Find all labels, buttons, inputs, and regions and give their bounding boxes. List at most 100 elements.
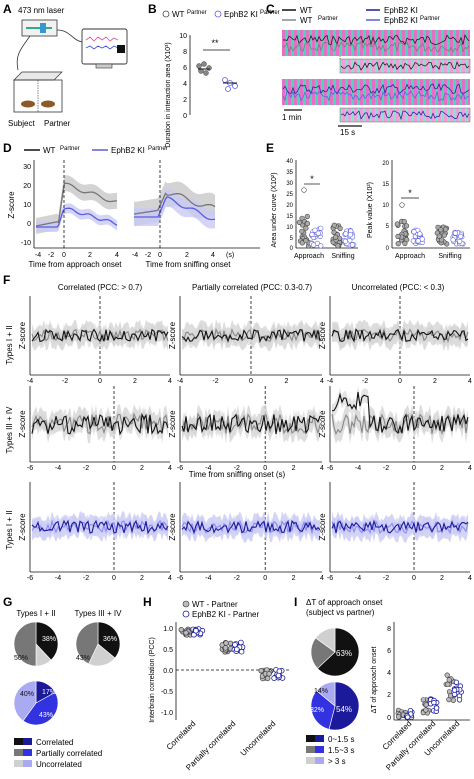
c-legend-ki-p: EphB2 KI xyxy=(384,16,418,25)
e-ytick: 40 xyxy=(286,159,293,165)
f-trace-subject xyxy=(331,519,469,534)
pie-slice xyxy=(13,680,37,722)
d-ytick: 20 xyxy=(23,183,31,190)
i-ytick: 4 xyxy=(387,670,391,677)
panel-label-c: C xyxy=(266,2,275,16)
pie-slice xyxy=(310,637,336,669)
d-xticks-b: -4 -2 0 2 4 xyxy=(132,252,215,259)
c-ki-zoom-band xyxy=(339,107,471,123)
f-xtick: 0 xyxy=(412,465,416,472)
data-point xyxy=(232,83,238,89)
data-point xyxy=(296,219,303,225)
e-significance-1: * xyxy=(310,174,314,184)
f-xticks: -6 -4 -2 0 2 4 xyxy=(27,575,172,582)
e-ytick: 5 xyxy=(386,224,390,230)
f-xtick: -4 xyxy=(355,575,361,582)
f-xtick: 4 xyxy=(168,378,172,385)
d-ki-line xyxy=(36,207,118,228)
data-point xyxy=(183,630,189,636)
laser-module xyxy=(40,23,46,33)
d-xtick: -4 xyxy=(35,252,41,259)
i-ytick: 0 xyxy=(387,715,391,722)
panel-label-a: A xyxy=(3,2,12,16)
c-ki-zoom-trace xyxy=(340,110,470,121)
g-pie2-mid-pct: 43% xyxy=(76,655,90,662)
data-point xyxy=(411,229,417,235)
data-point xyxy=(342,238,349,244)
f-xtick: 0 xyxy=(398,378,402,385)
data-point xyxy=(395,241,401,247)
data-point xyxy=(443,226,449,232)
f-xticks: -6 -4 -2 0 2 4 xyxy=(177,575,324,582)
data-point xyxy=(420,697,426,703)
laser-label: 473 nm laser xyxy=(18,6,65,15)
e-points-2 xyxy=(394,202,466,247)
d-xtick: 0 xyxy=(62,252,66,259)
d-xtick: 2 xyxy=(88,252,92,259)
legend-swatch xyxy=(306,735,315,742)
data-point xyxy=(343,231,349,237)
f-xtick: -4 xyxy=(55,465,61,472)
data-point xyxy=(450,237,456,243)
e-ytick: 35 xyxy=(286,170,293,176)
panel-label-f: F xyxy=(3,273,10,287)
i-pie2-c-pct: 14% xyxy=(314,688,328,695)
data-point xyxy=(438,227,444,233)
pie-slice xyxy=(315,627,336,653)
data-point xyxy=(303,225,309,231)
f-xtick: -4 xyxy=(177,378,183,385)
d-xtick: 2 xyxy=(185,252,189,259)
g-title-1: Types I + II xyxy=(16,609,55,618)
f-col-title-2: Partially correlated (PCC: 0.3-0.7) xyxy=(192,283,312,292)
e-ytick: 15 xyxy=(382,182,389,188)
i-title-2: (subject vs partner) xyxy=(306,608,375,617)
b-ylabel: Duration in interaction area (X10³) xyxy=(165,42,172,147)
d-ylabel: Z-score xyxy=(7,191,16,219)
panel-label-g: G xyxy=(3,595,12,609)
f-col-title-1: Correlated (PCC: > 0.7) xyxy=(58,283,143,292)
f-xtick: 0 xyxy=(412,575,416,582)
data-point xyxy=(404,714,411,720)
f-trace-subject xyxy=(31,328,169,343)
b-significance: ** xyxy=(211,38,219,48)
h-cat-correlated: Correlated xyxy=(165,719,198,752)
pie-slice xyxy=(328,681,360,731)
f-xtick: 4 xyxy=(320,378,324,385)
f-xtick: 2 xyxy=(292,465,296,472)
b-ytick: 8 xyxy=(183,49,187,56)
pie-slice xyxy=(310,690,336,730)
f-ylabel: Z-score xyxy=(318,321,327,349)
f-xticks: -6 -4 -2 0 2 4 xyxy=(177,465,324,472)
monitor-icon xyxy=(117,45,125,53)
h-ytick: -0.5 xyxy=(161,689,173,696)
i-ylabel: ΔT of approach onset xyxy=(371,647,378,714)
h-points xyxy=(178,626,286,682)
data-point xyxy=(331,222,337,228)
d-ki-sem-band-2 xyxy=(134,187,215,229)
b-ytick: 0 xyxy=(183,113,187,120)
data-point xyxy=(415,238,421,244)
e-cat-sniffing: Sniffing xyxy=(331,253,354,260)
data-point xyxy=(417,231,423,237)
panel-label-d: D xyxy=(3,141,12,155)
d-wt-line xyxy=(35,182,117,227)
f-sem-band xyxy=(182,514,320,540)
legend-swatch xyxy=(14,738,23,745)
f-ylabel: Z-score xyxy=(18,513,27,541)
c-legend-wt-p-sup: Partner xyxy=(318,16,338,22)
data-point xyxy=(401,219,407,225)
data-point xyxy=(333,234,339,240)
f-xticks: -4 -2 0 2 4 xyxy=(327,378,472,385)
data-point xyxy=(431,699,437,706)
data-point xyxy=(266,671,272,677)
legend-swatch xyxy=(315,757,324,764)
data-point xyxy=(178,626,185,633)
b-wt-points xyxy=(196,61,212,76)
g-legend-correlated: Correlated xyxy=(36,738,73,747)
f-trace-subject xyxy=(181,413,321,435)
e-yticks-1: 40 35 30 25 20 15 10 5 0 xyxy=(286,159,293,252)
g-pie3-a-pct: 17% xyxy=(42,689,56,696)
h-ytick: 0.5 xyxy=(163,647,173,654)
c-wt-behavior-band xyxy=(282,30,470,56)
data-point xyxy=(451,687,458,693)
